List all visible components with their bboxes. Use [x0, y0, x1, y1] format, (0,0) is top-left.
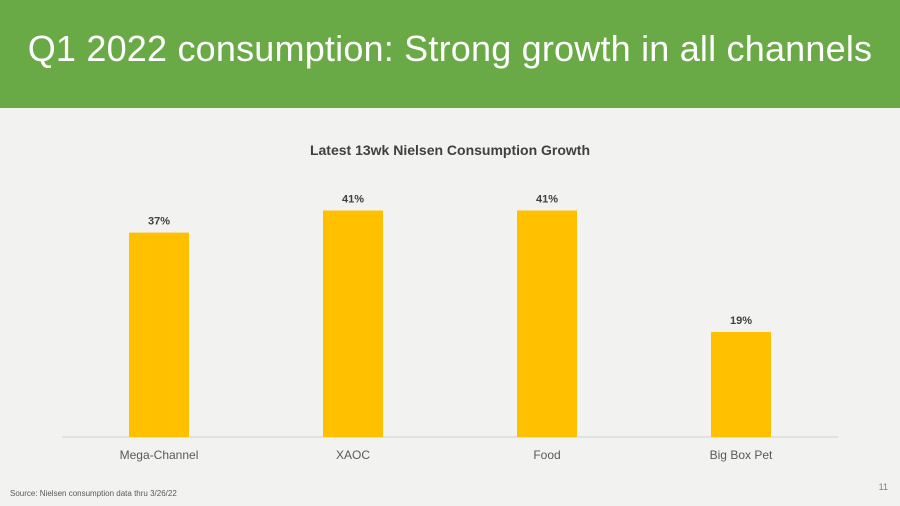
x-tick-label: XAOC: [336, 448, 370, 462]
bar-big-box-pet: [711, 332, 771, 437]
bar-xaoc: [323, 210, 383, 437]
data-label: 19%: [730, 315, 752, 327]
bar-food: [517, 210, 577, 437]
data-label: 41%: [342, 194, 364, 206]
source-note: Source: Nielsen consumption data thru 3/…: [10, 489, 177, 498]
title-banner: Q1 2022 consumption: Strong growth in al…: [0, 0, 900, 108]
page-number: 11: [878, 482, 888, 492]
x-tick-label: Mega-Channel: [120, 448, 199, 462]
slide-title: Q1 2022 consumption: Strong growth in al…: [27, 28, 873, 69]
bar-mega-channel: [129, 232, 189, 437]
data-label: 41%: [536, 194, 558, 206]
data-label: 37%: [148, 216, 170, 228]
chart-title: Latest 13wk Nielsen Consumption Growth: [309, 142, 591, 158]
x-tick-label: Food: [533, 448, 560, 462]
x-tick-label: Big Box Pet: [710, 448, 773, 462]
